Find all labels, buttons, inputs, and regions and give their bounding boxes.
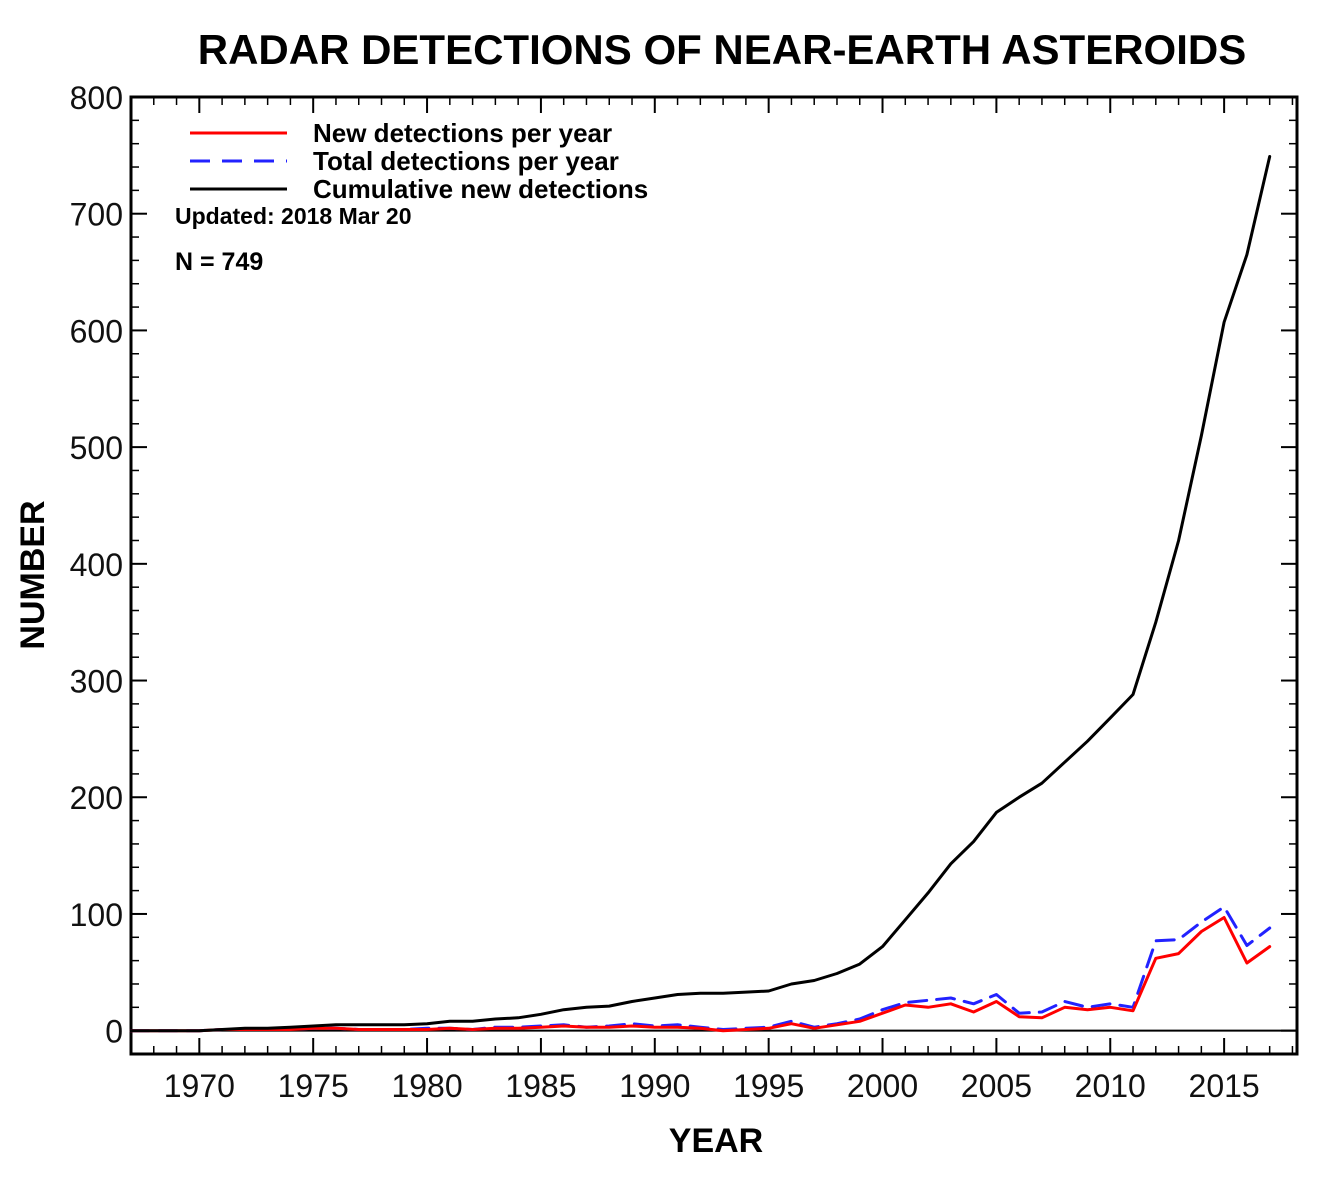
series-line-2: [129, 905, 1272, 1033]
legend-label: New detections per year: [313, 118, 612, 148]
y-tick-label: 800: [70, 80, 123, 116]
chart-title: RADAR DETECTIONS OF NEAR-EARTH ASTEROIDS: [198, 26, 1246, 73]
y-tick-label: 200: [70, 780, 123, 816]
x-tick-label: 1995: [733, 1068, 804, 1104]
count-note: N = 749: [175, 248, 263, 276]
y-tick-label: 700: [70, 197, 123, 233]
y-tick-label: 0: [105, 1014, 123, 1050]
x-tick-label: 2000: [847, 1068, 918, 1104]
y-tick-label: 600: [70, 313, 123, 349]
x-tick-label: 2010: [1075, 1068, 1146, 1104]
y-tick-label: 500: [70, 430, 123, 466]
y-axis-label: NUMBER: [14, 500, 52, 649]
x-tick-label: 1985: [505, 1068, 576, 1104]
y-tick-label: 100: [70, 897, 123, 933]
updated-note: Updated: 2018 Mar 20: [175, 203, 411, 229]
x-axis: 1970 1975 1980 1985 1990 1995 2000 2005 2010 2015: [153, 97, 1294, 1104]
y-tick-label: 300: [70, 664, 123, 700]
x-tick-label: 1975: [278, 1068, 349, 1104]
x-axis-label: YEAR: [669, 1122, 763, 1160]
series-layer: [129, 155, 1272, 1033]
x-tick-label: 1990: [619, 1068, 690, 1104]
y-tick-label: 400: [70, 547, 123, 583]
series-line-1: [129, 916, 1272, 1033]
x-tick-label: 1970: [164, 1068, 235, 1104]
series-line-3: [129, 155, 1272, 1033]
y-axis: 0 100 200 300 400 500 600 700 800: [70, 80, 1297, 1050]
x-tick-label: 2005: [961, 1068, 1032, 1104]
x-tick-label: 2015: [1189, 1068, 1260, 1104]
legend-label: Total detections per year: [313, 146, 619, 176]
legend-label: Cumulative new detections: [313, 174, 648, 204]
plot-frame: [129, 95, 1299, 1056]
x-tick-label: 1980: [391, 1068, 462, 1104]
